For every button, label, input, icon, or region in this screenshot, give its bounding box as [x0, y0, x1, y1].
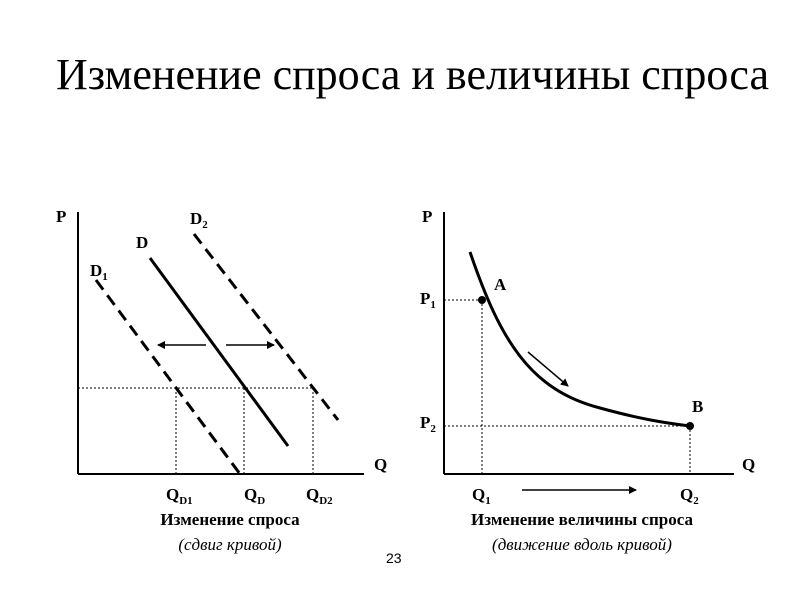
tick-label-q2: Q2	[680, 485, 699, 507]
right-x-axis-label: Q	[742, 455, 755, 474]
tick-label-qd: QD	[244, 485, 265, 507]
point-b	[686, 422, 694, 430]
right-chart: P Q A B P1 P2 Q1 Q2 Изменение величины с…	[420, 207, 755, 554]
page-number: 23	[386, 550, 402, 566]
left-chart: P Q D D1 D2 QD1 QD QD2 Изменение спроса …	[56, 207, 387, 554]
tick-label-p1: P1	[420, 289, 436, 311]
slide-title: Изменение спроса и величины спроса	[56, 50, 770, 99]
point-label-a: A	[494, 275, 507, 294]
right-caption: Изменение величины спроса	[471, 510, 693, 529]
left-x-axis-label: Q	[374, 455, 387, 474]
tick-label-qd1: QD1	[166, 485, 193, 507]
tick-label-p2: P2	[420, 413, 436, 435]
left-y-axis-label: P	[56, 207, 66, 226]
point-label-b: B	[692, 397, 703, 416]
movement-along-curve-arrow	[527, 351, 569, 387]
right-y-axis-label: P	[422, 207, 432, 226]
left-caption: Изменение спроса	[160, 510, 300, 529]
demand-curve	[468, 251, 691, 428]
demand-curve-d1	[94, 279, 242, 475]
tick-label-q1: Q1	[472, 485, 491, 507]
right-subcaption: (движение вдоль кривой)	[492, 535, 672, 554]
left-subcaption: (сдвиг кривой)	[178, 535, 282, 554]
curve-label-d2: D2	[190, 209, 208, 231]
demand-curve-d2	[192, 233, 340, 421]
demand-curve-d	[148, 257, 290, 447]
curve-label-d: D	[136, 233, 148, 252]
point-a	[478, 296, 486, 304]
curve-label-d1: D1	[90, 261, 108, 283]
tick-label-qd2: QD2	[306, 485, 333, 507]
